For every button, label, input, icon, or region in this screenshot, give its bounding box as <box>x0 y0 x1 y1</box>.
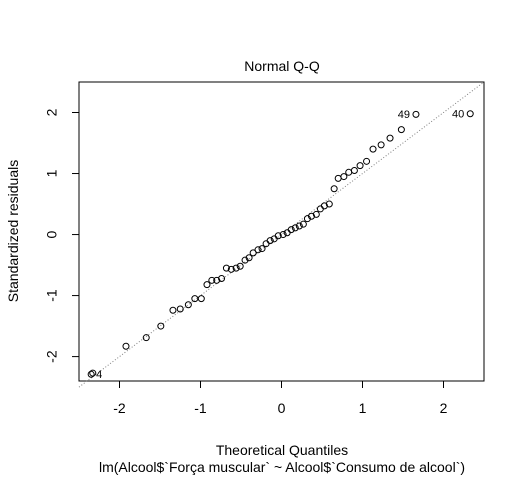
qq-point <box>236 262 244 270</box>
qq-point <box>169 306 177 314</box>
y-tick-label: -1 <box>44 289 60 302</box>
qq-point <box>122 342 130 350</box>
y-axis-label: Standardized residuals <box>5 160 21 302</box>
x-tick-label: -2 <box>113 400 126 416</box>
qq-point <box>330 185 338 193</box>
qq-point <box>466 110 474 118</box>
y-tick-label: -2 <box>44 350 60 363</box>
point-id-label: 49 <box>398 109 410 121</box>
qq-point <box>312 210 320 218</box>
qq-point <box>254 246 262 254</box>
point-labels: 49 40 4 <box>96 109 464 382</box>
qq-point <box>249 249 257 257</box>
point-id-label: 4 <box>96 369 102 381</box>
reference-line-layer <box>78 81 485 388</box>
qq-point <box>157 322 165 330</box>
qq-point <box>266 237 274 245</box>
qq-point <box>291 224 299 232</box>
qq-point <box>218 274 226 282</box>
x-axis-label: Theoretical Quantiles <box>216 442 348 458</box>
qq-point <box>412 110 420 118</box>
qq-point <box>197 295 205 303</box>
qq-reference-line <box>78 81 485 388</box>
qq-point <box>258 245 266 253</box>
qq-point <box>320 202 328 210</box>
qq-point <box>232 264 240 272</box>
point-id-label: 40 <box>452 109 464 121</box>
x-tick-label: 1 <box>359 400 367 416</box>
qq-point <box>89 369 97 377</box>
qq-point <box>227 265 235 273</box>
y-tick-label: 0 <box>44 230 60 238</box>
qq-point <box>87 370 95 378</box>
y-tick-label: 1 <box>44 169 60 177</box>
qq-point <box>307 212 315 220</box>
model-formula-subtitle: lm(Alcool$`Força muscular` ~ Alcool$`Con… <box>99 459 465 475</box>
qq-point <box>184 301 192 309</box>
qq-point <box>350 166 358 174</box>
x-tick-label: -1 <box>194 400 207 416</box>
qq-point <box>208 276 216 284</box>
qq-point <box>279 231 287 239</box>
qq-point <box>397 126 405 134</box>
axes: -2 -1 0 1 2 -2 -1 0 1 2 <box>44 108 448 416</box>
data-points <box>87 110 474 378</box>
qq-point <box>222 264 230 272</box>
qq-point <box>213 276 221 284</box>
qq-point <box>325 200 333 208</box>
x-tick-label: 2 <box>440 400 448 416</box>
qq-point <box>356 162 364 170</box>
qq-point <box>340 173 348 181</box>
chart-title: Normal Q-Q <box>244 58 320 74</box>
qq-point <box>287 226 295 234</box>
qq-point <box>274 232 282 240</box>
qq-point <box>369 145 377 153</box>
qq-point <box>245 254 253 262</box>
qq-point <box>377 141 385 149</box>
y-tick-label: 2 <box>44 108 60 116</box>
qq-point <box>176 305 184 313</box>
qq-point <box>363 157 371 165</box>
qq-point <box>295 222 303 230</box>
qq-point <box>299 220 307 228</box>
x-tick-label: 0 <box>278 400 286 416</box>
qq-point <box>203 281 211 289</box>
qq-point <box>386 134 394 142</box>
qq-point <box>142 334 150 342</box>
